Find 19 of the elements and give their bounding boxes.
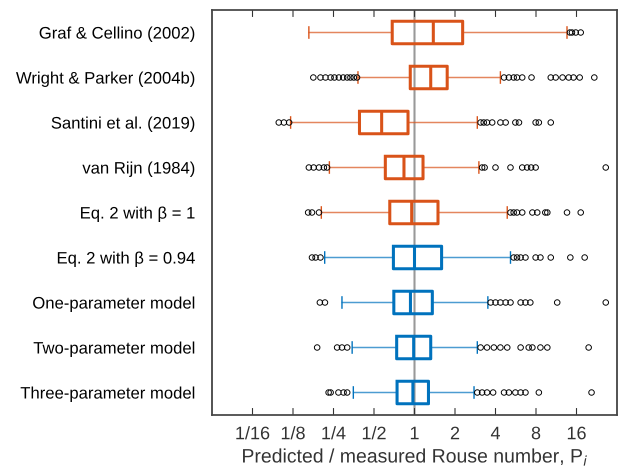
x-tick-label: 1/4	[322, 426, 346, 440]
x-tick-label: 2	[450, 426, 460, 440]
x-tick-label: 16	[568, 426, 586, 440]
y-tick-label: Eq. 2 with β = 1	[81, 206, 195, 222]
x-tick-label: 1/16	[236, 426, 270, 440]
y-tick-label: Two-parameter model	[34, 341, 194, 357]
x-tick-label: 4	[490, 426, 500, 440]
y-tick-label: van Rijn (1984)	[82, 161, 194, 177]
x-axis-title: Predicted / measured Rouse number, P$_{i}$	[243, 448, 587, 466]
y-tick-label: Graf & Cellino (2002)	[40, 26, 194, 42]
x-tick-label: 1/8	[282, 426, 305, 440]
y-tick-label: Three-parameter model	[20, 386, 194, 402]
y-tick-label: Wright & Parker (2004b)	[16, 71, 194, 87]
x-tick-label: 1	[410, 426, 419, 440]
x-tick-label: 1/2	[362, 426, 386, 440]
y-tick-label: Eq. 2 with β = 0.94	[58, 251, 195, 267]
y-tick-label: Santini et al. (2019)	[52, 116, 194, 132]
y-tick-label: One-parameter model	[33, 296, 194, 312]
x-tick-label: 8	[532, 426, 540, 440]
